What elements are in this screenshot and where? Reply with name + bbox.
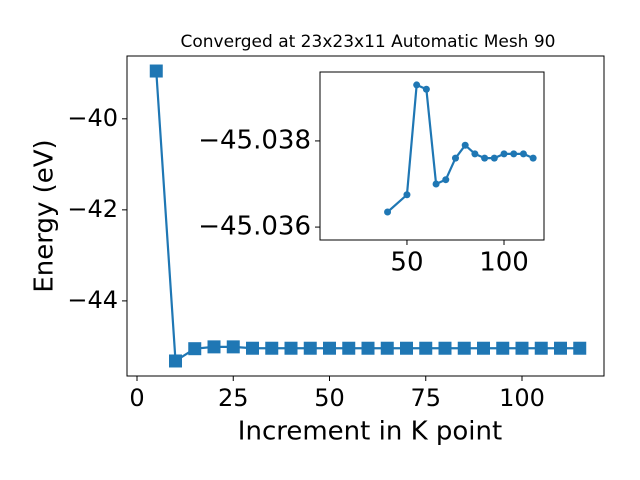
data-point <box>361 341 375 355</box>
x-tick-label: 75 <box>410 384 441 412</box>
data-point <box>496 341 510 355</box>
data-point <box>265 341 279 355</box>
x-tick-label: 25 <box>218 384 249 412</box>
data-point <box>476 341 490 355</box>
chart-title: Converged at 23x23x11 Automatic Mesh 90 <box>181 32 556 52</box>
x-tick-label: 50 <box>390 248 423 278</box>
data-point <box>342 341 356 355</box>
data-point <box>422 85 430 93</box>
inset-background <box>320 72 544 240</box>
data-point <box>403 191 411 199</box>
data-point <box>490 154 498 162</box>
data-point <box>246 341 260 355</box>
plot-frame <box>126 55 605 377</box>
data-point <box>438 341 452 355</box>
y-axis-label: Energy (eV) <box>30 139 60 292</box>
data-point <box>529 154 537 162</box>
data-point <box>303 341 317 355</box>
plot-frame <box>319 71 545 241</box>
data-point <box>457 341 471 355</box>
data-point <box>284 341 298 355</box>
y-tick-label: −45.036 <box>198 212 311 242</box>
data-point <box>413 81 421 89</box>
data-point <box>207 340 221 354</box>
data-point <box>169 354 183 368</box>
x-tick-label: 100 <box>499 384 545 412</box>
y-tick-label: −44 <box>67 286 118 314</box>
data-point <box>573 341 587 355</box>
data-point <box>384 208 392 216</box>
x-axis-label: Increment in K point <box>238 417 502 447</box>
data-point <box>481 154 489 162</box>
data-point <box>451 154 459 162</box>
data-point <box>442 176 450 184</box>
data-point <box>419 341 433 355</box>
data-point <box>553 341 567 355</box>
data-point <box>432 180 440 188</box>
x-tick-label: 0 <box>129 384 144 412</box>
data-point <box>515 341 529 355</box>
data-point <box>323 341 337 355</box>
data-point <box>500 150 508 158</box>
data-point <box>519 150 527 158</box>
data-point <box>149 64 163 78</box>
data-point <box>510 150 518 158</box>
x-tick-label: 50 <box>314 384 345 412</box>
data-point <box>380 341 394 355</box>
data-point <box>534 341 548 355</box>
data-point <box>226 340 240 354</box>
y-tick-label: −40 <box>67 104 118 132</box>
y-tick-label: −45.038 <box>198 125 311 155</box>
data-point <box>471 150 479 158</box>
x-tick-label: 100 <box>479 248 529 278</box>
data-point <box>461 141 469 149</box>
data-point <box>400 341 414 355</box>
data-point <box>188 342 202 356</box>
y-tick-label: −42 <box>67 195 118 223</box>
